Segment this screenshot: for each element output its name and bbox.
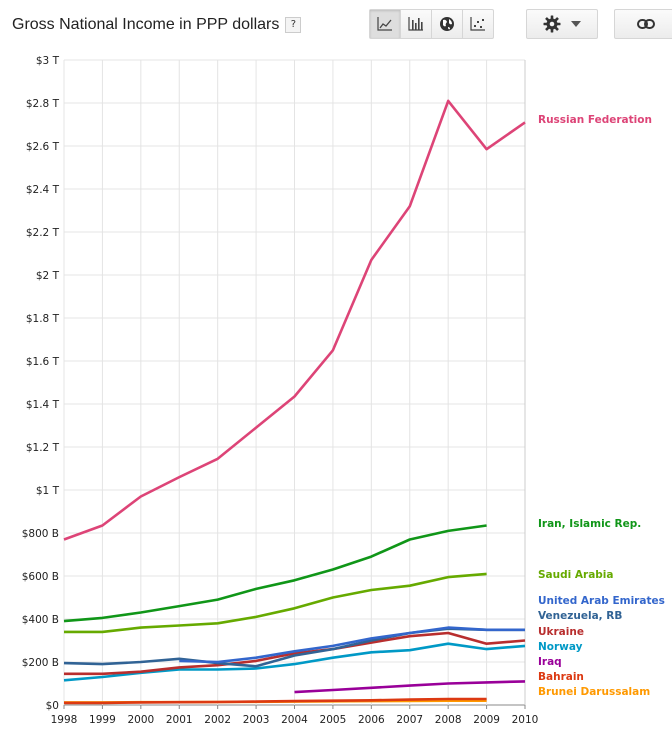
y-tick-label: $1 T [36,485,60,497]
x-axis: 1998 1999 2000 2001 2002 2003 2004 2005 2006 2007… [51,714,539,726]
x-tick-label: 2010 [512,714,539,726]
gear-icon [543,15,561,33]
line-chart-icon [377,17,392,31]
series-label[interactable]: Norway [538,641,583,653]
help-button[interactable]: ? [285,17,302,33]
line-chart-button[interactable] [370,10,401,38]
series-line[interactable] [63,627,525,668]
series-line[interactable] [64,631,526,676]
y-tick-label: $3 T [36,55,60,67]
y-tick-label: $2.4 T [26,184,60,196]
y-tick-label: $1.4 T [26,399,60,411]
x-tick-label: 2002 [204,714,231,726]
map-button[interactable] [432,10,463,38]
x-tick-label: 2006 [358,714,385,726]
link-button[interactable] [614,9,672,39]
y-tick-label: $2.8 T [26,98,60,110]
y-tick-label: $1.2 T [26,442,60,454]
x-tick-label: 2000 [127,714,154,726]
scatter-button[interactable] [463,10,493,38]
series-line[interactable] [294,680,526,694]
series-label[interactable]: Ukraine [538,626,584,638]
x-tick-label: 2009 [473,714,500,726]
page-title: Gross National Income in PPP dollars? [12,16,302,34]
y-tick-label: $1.8 T [26,313,60,325]
y-tick-label: $400 B [22,614,59,626]
y-tick-label: $2.2 T [26,227,60,239]
legend: Russian Federation Iran, Islamic Rep. Saud… [538,114,665,698]
link-icon [637,19,655,29]
scatter-icon [470,17,485,31]
y-tick-label: $2.6 T [26,141,60,153]
series-line[interactable] [179,626,525,664]
y-tick-label: $200 B [22,657,59,669]
chart-type-toolbar [369,9,494,39]
globe-icon [440,17,454,31]
bar-chart-icon [408,17,423,31]
y-axis: $0 $200 B $400 B $600 B $800 B $1 T $1.2 T $1.4… [22,55,60,712]
x-tick-label: 2008 [435,714,462,726]
y-tick-label: $800 B [22,528,59,540]
series-label[interactable]: Brunei Darussalam [538,686,650,698]
x-tick-label: 1998 [51,714,78,726]
series-label[interactable]: Saudi Arabia [538,569,613,581]
series-line[interactable] [64,697,487,705]
grid [63,59,526,709]
x-tick-label: 2003 [243,714,270,726]
x-tick-label: 2007 [396,714,423,726]
chart-title: Gross National Income in PPP dollars [12,16,280,33]
bar-chart-button[interactable] [401,10,432,38]
series-label[interactable]: Iran, Islamic Rep. [538,518,641,530]
series-label[interactable]: Bahrain [538,671,584,683]
series-line[interactable] [63,642,526,682]
x-tick-label: 1999 [89,714,116,726]
chevron-down-icon [571,21,581,27]
x-tick-label: 2004 [281,714,308,726]
series-label[interactable]: Iraq [538,656,562,668]
series-label[interactable]: Venezuela, RB [538,610,622,622]
series-line[interactable] [63,524,487,623]
y-tick-label: $1.6 T [26,356,60,368]
y-tick-label: $0 [46,700,59,712]
series-line[interactable] [63,99,526,541]
series-label[interactable]: Russian Federation [538,114,652,126]
x-tick-label: 2001 [166,714,193,726]
series-lines [63,99,526,705]
series-line[interactable] [64,572,487,634]
y-tick-label: $600 B [22,571,59,583]
settings-menu[interactable] [526,9,598,39]
series-line[interactable] [64,699,487,704]
x-tick-label: 2005 [320,714,347,726]
series-label[interactable]: United Arab Emirates [538,595,665,607]
y-tick-label: $2 T [36,270,60,282]
